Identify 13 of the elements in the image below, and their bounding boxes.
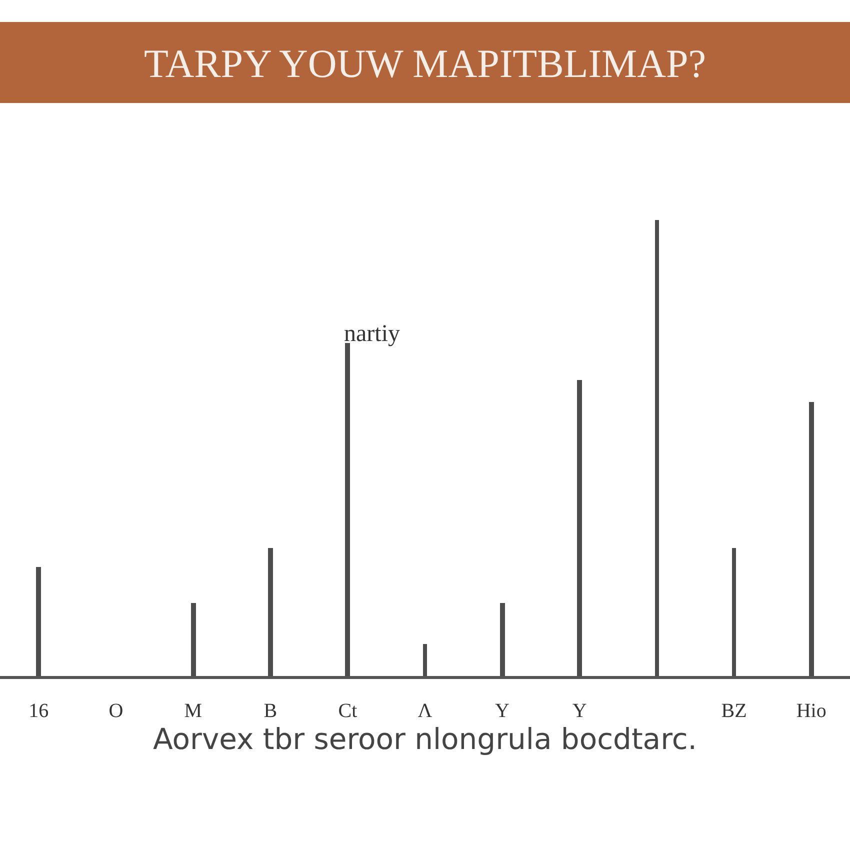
x-tick-label: Ct [338,700,358,722]
x-tick-label: 16 [28,700,49,722]
x-tick-label: Y [572,700,587,722]
x-tick-label: BZ [721,700,747,722]
x-tick-label: Y [495,700,510,722]
x-tick-label: O [108,700,124,722]
x-tick-label: Λ [418,700,433,722]
annotation: nartiy [344,321,400,347]
x-axis-title: Aorvex tbr seroor nlongrula bocdtarc. [152,722,698,756]
x-tick-label: B [264,700,278,722]
x-tick-label: Hio [796,700,826,722]
chart-title: TARPY YOUW MAPITBLIMAP? [144,41,706,86]
x-tick-label: M [184,700,202,722]
